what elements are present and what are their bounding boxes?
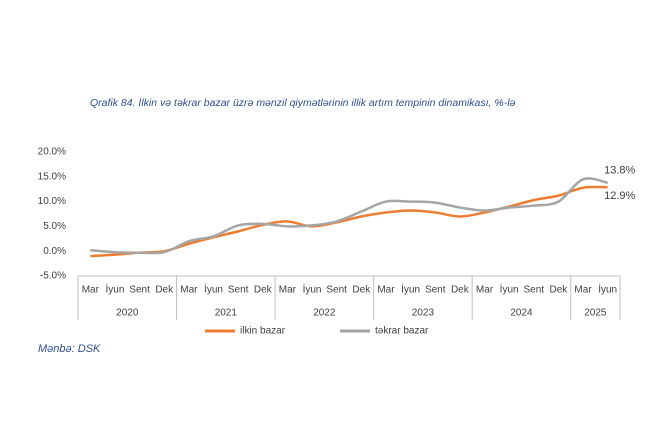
x-tick-label: İyun: [106, 283, 125, 296]
source: Mənbə: DSK: [38, 343, 101, 355]
line-series: [90, 177, 608, 255]
x-tick-label: Mar: [476, 285, 494, 296]
x-tick-label: Sent: [326, 285, 347, 296]
x-group-label: 2025: [584, 308, 607, 319]
x-tick-label: Mar: [377, 285, 395, 296]
x-tick-label: Sent: [228, 285, 249, 296]
x-tick-label: Dek: [155, 285, 174, 296]
x-tick-label: İyun: [401, 283, 420, 296]
x-tick-label: İyun: [598, 283, 617, 296]
x-tick-label: Sent: [129, 285, 150, 296]
x-tick-label: Mar: [279, 285, 297, 296]
y-tick-label: 10.0%: [38, 196, 66, 207]
x-tick-label: İyun: [204, 283, 223, 296]
x-tick-label: Sent: [523, 285, 544, 296]
y-tick-label: 5.0%: [43, 221, 66, 232]
data-label: 13.8%: [604, 165, 635, 177]
x-tick-label: İyun: [500, 283, 519, 296]
x-tick-label: Dek: [254, 285, 273, 296]
x-tick-label: Mar: [574, 285, 592, 296]
x-tick-label: Dek: [352, 285, 371, 296]
y-tick-label: 20.0%: [38, 147, 66, 158]
y-tick-label: -5.0%: [40, 271, 66, 282]
x-group-label: 2020: [116, 308, 139, 319]
x-tick-label: Dek: [550, 285, 569, 296]
legend-label: ilkin bazar: [240, 326, 286, 337]
x-group-label: 2022: [313, 308, 336, 319]
chart-title: Qrafik 84. İlkin və təkrar bazar üzrə mə…: [90, 97, 516, 109]
y-tick-label: 15.0%: [38, 171, 66, 182]
legend-label: təkrar bazar: [375, 326, 429, 337]
x-group-label: 2021: [215, 308, 238, 319]
x-tick-label: Sent: [425, 285, 446, 296]
x-tick-label: Mar: [180, 285, 198, 296]
y-tick-label: 0.0%: [43, 246, 66, 257]
line-series: [90, 185, 608, 258]
x-tick-label: Mar: [82, 285, 100, 296]
x-group-label: 2023: [412, 308, 435, 319]
x-group-label: 2024: [510, 308, 533, 319]
data-label: 12.9%: [604, 190, 635, 202]
x-tick-label: İyun: [303, 283, 322, 296]
x-tick-label: Dek: [451, 285, 470, 296]
